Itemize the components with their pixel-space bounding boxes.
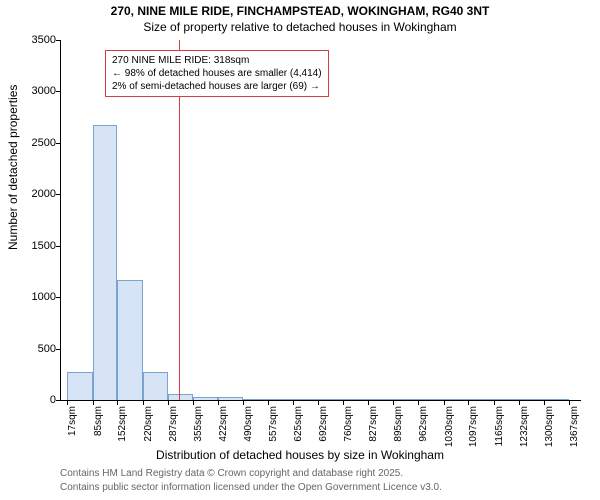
- y-tick-mark: [56, 143, 61, 144]
- y-tick-label: 3000: [21, 85, 56, 97]
- x-tick-label: 1300sqm: [544, 406, 548, 447]
- x-tick-mark: [93, 400, 94, 405]
- x-tick-label: 1232sqm: [519, 406, 523, 447]
- x-tick-mark: [293, 400, 294, 405]
- info-box-line: 2% of semi-detached houses are larger (6…: [112, 80, 322, 93]
- x-axis-label: Distribution of detached houses by size …: [0, 448, 600, 462]
- y-tick-label: 2500: [21, 137, 56, 149]
- x-tick-label: 287sqm: [168, 406, 172, 442]
- histogram-bar: [93, 125, 118, 400]
- x-tick-label: 220sqm: [143, 406, 147, 442]
- footer-line2: Contains public sector information licen…: [60, 482, 442, 493]
- y-tick-label: 2000: [21, 188, 56, 200]
- y-tick-label: 0: [21, 394, 56, 406]
- y-tick-label: 1000: [21, 291, 56, 303]
- histogram-bar: [143, 372, 168, 400]
- y-tick-mark: [56, 349, 61, 350]
- x-tick-label: 152sqm: [117, 406, 121, 442]
- x-tick-mark: [67, 400, 68, 405]
- histogram-bar: [218, 397, 243, 400]
- y-axis-label: Number of detached properties: [6, 85, 20, 250]
- histogram-bar: [519, 399, 544, 400]
- x-tick-mark: [218, 400, 219, 405]
- x-tick-mark: [343, 400, 344, 405]
- histogram-bar: [494, 399, 519, 400]
- x-tick-mark: [368, 400, 369, 405]
- x-tick-mark: [268, 400, 269, 405]
- histogram-bar: [418, 399, 443, 400]
- info-box: 270 NINE MILE RIDE: 318sqm← 98% of detac…: [105, 50, 329, 97]
- histogram-bar: [268, 399, 293, 400]
- x-tick-mark: [519, 400, 520, 405]
- footer-line1: Contains HM Land Registry data © Crown c…: [60, 468, 403, 479]
- y-tick-mark: [56, 400, 61, 401]
- x-tick-label: 17sqm: [67, 406, 71, 436]
- histogram-bar: [117, 280, 142, 400]
- x-tick-mark: [193, 400, 194, 405]
- x-tick-mark: [168, 400, 169, 405]
- y-tick-label: 3500: [21, 34, 56, 46]
- histogram-bar: [343, 399, 368, 400]
- histogram-bar: [393, 399, 418, 400]
- title-line2: Size of property relative to detached ho…: [0, 20, 600, 34]
- x-tick-label: 422sqm: [218, 406, 222, 442]
- x-tick-label: 1097sqm: [468, 406, 472, 447]
- histogram-bar: [193, 397, 218, 400]
- y-tick-mark: [56, 194, 61, 195]
- x-tick-mark: [494, 400, 495, 405]
- x-tick-mark: [243, 400, 244, 405]
- title-line1: 270, NINE MILE RIDE, FINCHAMPSTEAD, WOKI…: [0, 4, 600, 18]
- x-tick-mark: [569, 400, 570, 405]
- y-tick-mark: [56, 91, 61, 92]
- x-tick-mark: [143, 400, 144, 405]
- x-tick-label: 1367sqm: [569, 406, 573, 447]
- x-tick-mark: [418, 400, 419, 405]
- x-tick-mark: [393, 400, 394, 405]
- histogram-bar: [67, 372, 92, 400]
- histogram-bar: [243, 399, 268, 400]
- x-tick-label: 1165sqm: [494, 406, 498, 446]
- info-box-line: ← 98% of detached houses are smaller (4,…: [112, 67, 322, 80]
- chart-container: 270, NINE MILE RIDE, FINCHAMPSTEAD, WOKI…: [0, 0, 600, 500]
- x-tick-label: 962sqm: [418, 406, 422, 442]
- x-tick-label: 895sqm: [393, 406, 397, 442]
- x-tick-label: 625sqm: [293, 406, 297, 442]
- x-tick-mark: [544, 400, 545, 405]
- y-tick-mark: [56, 40, 61, 41]
- histogram-bar: [168, 394, 193, 400]
- x-tick-mark: [117, 400, 118, 405]
- histogram-bar: [318, 399, 343, 400]
- y-tick-mark: [56, 246, 61, 247]
- histogram-bar: [368, 399, 393, 400]
- y-tick-mark: [56, 297, 61, 298]
- x-tick-label: 85sqm: [93, 406, 97, 436]
- x-tick-label: 827sqm: [368, 406, 372, 442]
- x-tick-label: 692sqm: [318, 406, 322, 442]
- x-tick-label: 490sqm: [243, 406, 247, 442]
- histogram-bar: [468, 399, 493, 400]
- histogram-bar: [293, 399, 318, 400]
- y-tick-label: 500: [21, 343, 56, 355]
- x-tick-mark: [468, 400, 469, 405]
- x-tick-label: 355sqm: [193, 406, 197, 442]
- x-tick-mark: [318, 400, 319, 405]
- y-tick-label: 1500: [21, 240, 56, 252]
- x-tick-label: 557sqm: [268, 406, 272, 442]
- x-tick-mark: [444, 400, 445, 405]
- histogram-bar: [544, 399, 569, 400]
- histogram-bar: [444, 399, 469, 400]
- info-box-line: 270 NINE MILE RIDE: 318sqm: [112, 54, 322, 67]
- x-tick-label: 1030sqm: [444, 406, 448, 447]
- x-tick-label: 760sqm: [343, 406, 347, 442]
